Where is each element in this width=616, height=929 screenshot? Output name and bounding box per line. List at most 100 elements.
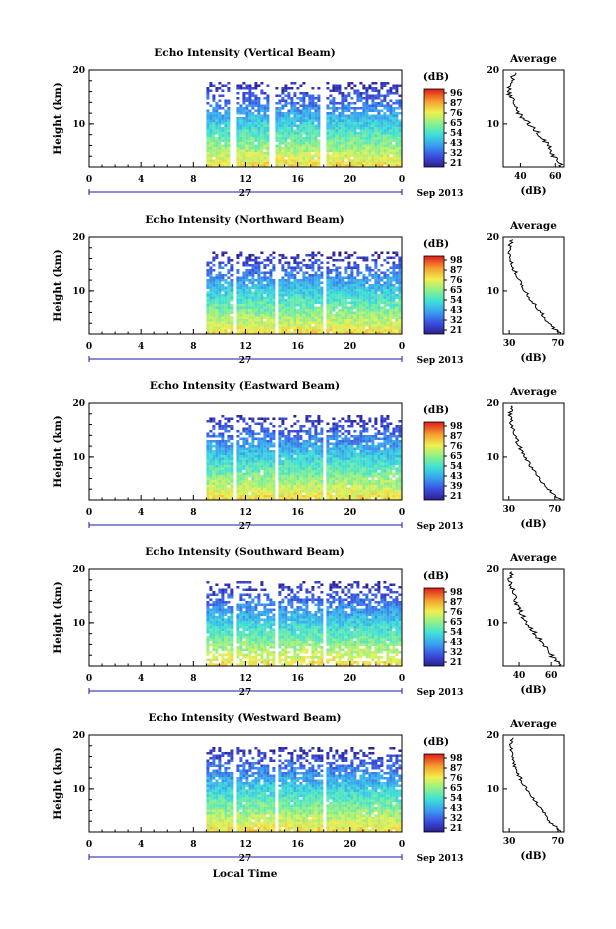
- panel-5: Echo Intensity (Westward Beam) 20 10 Height…: [52, 712, 565, 864]
- x-tick-label: 8: [190, 175, 196, 185]
- colorbar-label: 98: [450, 754, 463, 764]
- average-y-tick-label: 10: [486, 619, 499, 629]
- x-tick-label: 12: [239, 840, 252, 850]
- colorbar-label: 98: [450, 256, 463, 266]
- heatmap-cells: [206, 82, 402, 167]
- colorbar-label: 76: [450, 608, 463, 618]
- x-tick-label: 0: [399, 508, 405, 518]
- average-frame: [502, 734, 565, 833]
- average-x-tick-label: 40: [513, 671, 526, 681]
- colorbar-label: 76: [450, 109, 463, 119]
- heatmap-cells: [206, 415, 402, 500]
- y-axis-label: Height (km): [52, 249, 64, 321]
- colorbar-label: 32: [450, 648, 463, 658]
- average-x-tick-label: 60: [549, 172, 562, 182]
- colorbar-label: 65: [450, 286, 463, 296]
- average-profile-line: [505, 72, 564, 168]
- colorbar-label: 87: [450, 598, 463, 608]
- average-frame: [502, 69, 565, 168]
- x-tick-label: 16: [291, 674, 304, 684]
- y-axis-label: Height (km): [52, 747, 64, 819]
- colorbar-label: 32: [450, 814, 463, 824]
- x-tick-label: 16: [291, 175, 304, 185]
- average-title: Average: [509, 552, 557, 564]
- y-tick-label: 10: [72, 287, 85, 297]
- x-tick-label: 0: [399, 175, 405, 185]
- average-title: Average: [509, 718, 557, 730]
- average-xlabel: (dB): [520, 185, 546, 197]
- y-axis-label: Height (km): [52, 82, 64, 154]
- colorbar-label: 21: [450, 492, 463, 502]
- colorbar-unit: (dB): [423, 238, 449, 250]
- average-x-tick-label: 40: [514, 172, 527, 182]
- colorbar-label: 32: [450, 149, 463, 159]
- x-tick-label: 8: [190, 674, 196, 684]
- average-y-tick-label: 20: [486, 66, 499, 76]
- colorbar-label: 65: [450, 452, 463, 462]
- colorbar-label: 54: [450, 129, 463, 139]
- y-tick-label: 20: [72, 66, 85, 76]
- average-profile-line: [507, 405, 562, 501]
- x-tick-label: 8: [190, 840, 196, 850]
- colorbar-unit: (dB): [423, 71, 449, 83]
- average-title: Average: [509, 53, 557, 65]
- panel-title: Echo Intensity (Southward Beam): [145, 546, 344, 558]
- x-tick-label: 4: [138, 840, 144, 850]
- average-y-tick-label: 10: [486, 453, 499, 463]
- panel-4: Echo Intensity (Southward Beam) 20 10 Heigh…: [52, 546, 565, 698]
- y-tick-label: 10: [72, 453, 85, 463]
- average-y-tick-label: 20: [486, 565, 499, 575]
- average-xlabel: (dB): [520, 850, 546, 862]
- date-label: Sep 2013: [417, 522, 464, 532]
- x-tick-label: 0: [399, 342, 405, 352]
- colorbar-label: 65: [450, 119, 463, 129]
- x-tick-label: 8: [190, 342, 196, 352]
- colorbar-label: 65: [450, 784, 463, 794]
- y-axis-label: Height (km): [52, 581, 64, 653]
- colorbar-unit: (dB): [423, 404, 449, 416]
- average-title: Average: [509, 386, 557, 398]
- date-day: 27: [239, 189, 252, 199]
- colorbar: [423, 587, 445, 667]
- x-tick-label: 12: [239, 508, 252, 518]
- date-day: 27: [239, 522, 252, 532]
- colorbar: [423, 753, 445, 833]
- x-tick-label: 12: [239, 674, 252, 684]
- average-x-tick-label: 70: [552, 339, 565, 349]
- x-tick-label: 4: [138, 508, 144, 518]
- x-tick-label: 0: [86, 175, 92, 185]
- colorbar-unit: (dB): [423, 736, 449, 748]
- average-frame: [502, 568, 565, 667]
- x-tick-label: 8: [190, 508, 196, 518]
- colorbar-label: 32: [450, 316, 463, 326]
- x-tick-label: 20: [344, 674, 357, 684]
- x-tick-label: 16: [291, 342, 304, 352]
- average-xlabel: (dB): [520, 684, 546, 696]
- average-y-tick-label: 10: [486, 120, 499, 130]
- colorbar: [423, 421, 445, 501]
- x-tick-label: 4: [138, 674, 144, 684]
- x-tick-label: 12: [239, 175, 252, 185]
- y-tick-label: 20: [72, 399, 85, 409]
- colorbar-label: 43: [450, 638, 463, 648]
- y-tick-label: 20: [72, 731, 85, 741]
- date-label: Sep 2013: [417, 688, 464, 698]
- x-tick-label: 4: [138, 175, 144, 185]
- colorbar-label: 43: [450, 306, 463, 316]
- average-frame: [502, 402, 565, 501]
- x-tick-label: 0: [86, 508, 92, 518]
- average-x-tick-label: 70: [552, 837, 565, 847]
- y-tick-label: 10: [72, 785, 85, 795]
- colorbar-label: 87: [450, 764, 463, 774]
- date-label: Sep 2013: [417, 356, 464, 366]
- average-x-tick-label: 70: [549, 505, 562, 515]
- average-frame: [502, 236, 565, 335]
- x-tick-label: 20: [344, 508, 357, 518]
- x-tick-label: 20: [344, 342, 357, 352]
- average-y-tick-label: 20: [486, 233, 499, 243]
- heatmap-cells: [206, 747, 402, 832]
- colorbar-unit: (dB): [423, 570, 449, 582]
- y-axis-label: Height (km): [52, 415, 64, 487]
- average-xlabel: (dB): [520, 352, 546, 364]
